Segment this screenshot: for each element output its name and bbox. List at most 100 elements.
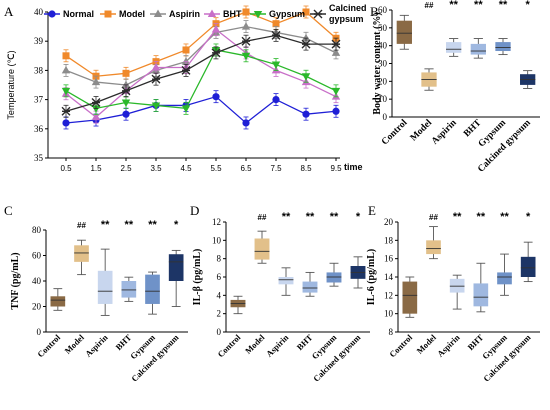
marker-triangle-down [253, 11, 263, 19]
box-body [520, 256, 536, 277]
panel-a: A 35 36 37 38 39 40 0.5 1.5 2.5 3.5 4.5 5.5 6.5 7.5 8.5… [4, 3, 367, 173]
y-tick-label: 20 [378, 76, 388, 86]
y-tick-label: 30 [378, 59, 388, 69]
marker-triangle-down [271, 61, 281, 70]
x-tick-label: BHT [113, 332, 133, 352]
significance-mark: ** [500, 211, 509, 223]
box-body [497, 272, 512, 285]
box-control: Control [35, 288, 66, 359]
significance-mark: ## [425, 1, 434, 10]
x-tick-label: Aspirin [83, 332, 110, 359]
box-gypsum: **Gypsum [477, 0, 511, 149]
box-body [168, 254, 184, 281]
panel-a-y-tick-label: 36 [34, 124, 44, 134]
panel-a-legend: Normal Model Aspirin BHT Gypsum Calcinedgypsu… [44, 3, 367, 24]
box-body [254, 238, 270, 260]
marker-star [181, 65, 191, 75]
marker-square [302, 8, 310, 16]
y-tick-label: 2 [217, 309, 222, 319]
marker-circle [302, 110, 310, 118]
panel-a-x-tick-label: 7.5 [270, 164, 282, 173]
box-body [302, 281, 318, 293]
marker-star [241, 36, 251, 46]
box-aspirin: ** Aspirin [264, 211, 294, 359]
marker-circle [332, 107, 340, 115]
panel-c: C 0 20 40 60 80 TNF (pg/mL) Control##Model ** Asp… [4, 203, 188, 384]
box-body [97, 270, 113, 304]
panel-a-x-tick-label: 0.5 [60, 164, 72, 173]
marker-triangle-down [121, 99, 131, 108]
series-line [65, 34, 336, 112]
box-aspirin: ** Aspirin [435, 211, 465, 359]
legend-label: Model [119, 9, 145, 19]
panel-a-y-tick-label: 38 [34, 65, 44, 75]
box-body [402, 281, 418, 314]
box-body [396, 20, 412, 44]
box-model: ##Model [243, 213, 270, 356]
panel-a-x-tick-label: 1.5 [90, 164, 102, 173]
box-body [470, 43, 486, 55]
marker-star [313, 9, 323, 19]
panel-b-letter: B [370, 4, 379, 19]
marker-square [104, 10, 112, 18]
panel-a-letter: A [4, 4, 14, 19]
legend-label: BHT [223, 9, 242, 19]
marker-circle [48, 10, 56, 18]
significance-mark: ** [282, 211, 291, 223]
marker-triangle [207, 9, 217, 17]
x-tick-label: Aspirin [435, 332, 462, 359]
box-model: ##Model [414, 213, 441, 356]
box-model: ##Model [62, 221, 89, 356]
box-body [495, 42, 511, 52]
marker-circle [272, 96, 280, 104]
marker-square [62, 52, 70, 60]
marker-star [271, 30, 281, 40]
legend-label: Aspirin [169, 9, 200, 19]
marker-triangle [91, 112, 101, 121]
y-axis-title: IL-6 (pg/mL) [366, 249, 377, 305]
panel-a-y-tick-label: 40 [34, 7, 44, 17]
marker-triangle [121, 80, 131, 88]
marker-triangle-down [91, 105, 101, 113]
box-model: ##Model [409, 1, 437, 143]
y-tick-label: 20 [384, 217, 394, 227]
y-axis-title: IL-β (pg/mL) [192, 249, 203, 306]
panel-a-y-tick-label: 39 [34, 36, 44, 46]
panel-a-x-tick-label: 6.5 [240, 164, 252, 173]
significance-mark: * [526, 211, 531, 223]
panel-c-letter: C [4, 203, 13, 218]
y-tick-label: 14 [384, 272, 394, 282]
marker-triangle-down [181, 105, 191, 113]
significance-mark: ** [477, 211, 486, 223]
marker-triangle [241, 22, 251, 30]
marker-circle [122, 110, 130, 118]
marker-circle [62, 119, 70, 127]
y-tick-label: 80 [32, 225, 42, 235]
y-tick-label: 8 [389, 327, 394, 337]
marker-triangle [181, 57, 191, 65]
series-calcined-gypsum [61, 28, 341, 118]
box-body [121, 281, 137, 298]
significance-mark: ** [499, 0, 508, 11]
significance-mark: ## [77, 221, 86, 230]
panel-a-y-axis-title: Temperature (℃) [6, 50, 16, 119]
x-tick-label: BHT [465, 332, 485, 352]
panel-d-letter: D [190, 203, 199, 218]
marker-square [242, 8, 250, 16]
box-bht: ** BHT [465, 211, 489, 352]
box-bht: ** BHT [462, 0, 486, 139]
x-tick-label: Aspirin [264, 332, 291, 359]
legend-label: Gypsum [269, 9, 305, 19]
y-tick-label: 18 [384, 235, 394, 245]
series-line [65, 28, 337, 118]
series-line [65, 11, 337, 77]
box-body [426, 240, 441, 255]
significance-mark: ** [330, 211, 339, 223]
marker-triangle [331, 48, 341, 56]
significance-mark: * [526, 0, 531, 11]
x-tick-label: BHT [295, 332, 315, 352]
